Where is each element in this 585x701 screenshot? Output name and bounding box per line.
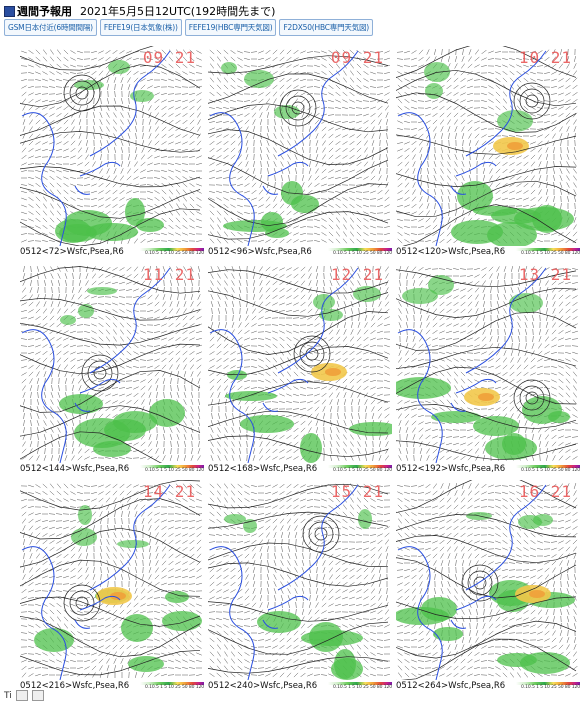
precip-scale: 0.10.5 1 5 10 25 50 80 120 <box>140 465 204 473</box>
precip-scale: 0.10.5 1 5 10 25 50 80 120 <box>328 682 392 690</box>
precip-scale-ticks: 0.10.5 1 5 10 25 50 80 120 <box>521 251 580 256</box>
panel-caption-row: 0512<96>Wsfc,Psea,R6 0.10.5 1 5 10 25 50 … <box>208 247 392 257</box>
valid-date-stamp: 11 21 <box>143 265 196 284</box>
valid-date-stamp: 14 21 <box>143 482 196 501</box>
panel-caption: 0512<168>Wsfc,Psea,R6 <box>208 464 317 474</box>
precip-scale: 0.10.5 1 5 10 25 50 80 120 <box>516 682 580 690</box>
weather-map: 09 21 <box>208 46 392 246</box>
precip-scale-ticks: 0.10.5 1 5 10 25 50 80 120 <box>521 468 580 473</box>
panel-caption: 0512<240>Wsfc,Psea,R6 <box>208 681 317 691</box>
valid-date-stamp: 12 21 <box>331 265 384 284</box>
precip-scale: 0.10.5 1 5 10 25 50 80 120 <box>140 682 204 690</box>
checkbox-icon[interactable] <box>32 690 44 701</box>
forecast-panel[interactable]: 13 21 0512<192>Wsfc,Psea,R6 0.10.5 1 5 10 … <box>396 263 580 475</box>
precip-scale-ticks: 0.10.5 1 5 10 25 50 80 120 <box>145 468 204 473</box>
forecast-panel[interactable]: 16 21 0512<264>Wsfc,Psea,R6 0.10.5 1 5 10 … <box>396 480 580 692</box>
weather-map: 13 21 <box>396 263 580 463</box>
panel-caption-row: 0512<168>Wsfc,Psea,R6 0.10.5 1 5 10 25 50… <box>208 464 392 474</box>
valid-date-stamp: 10 21 <box>519 48 572 67</box>
checkbox-icon[interactable] <box>16 690 28 701</box>
precip-scale: 0.10.5 1 5 10 25 50 80 120 <box>328 248 392 256</box>
weather-map: 15 21 <box>208 480 392 680</box>
precip-scale-ticks: 0.10.5 1 5 10 25 50 80 120 <box>333 468 392 473</box>
forecast-panel[interactable]: 15 21 0512<240>Wsfc,Psea,R6 0.10.5 1 5 10 … <box>208 480 392 692</box>
panel-caption-row: 0512<120>Wsfc,Psea,R6 0.10.5 1 5 10 25 50… <box>396 247 580 257</box>
panel-caption-row: 0512<240>Wsfc,Psea,R6 0.10.5 1 5 10 25 50… <box>208 681 392 691</box>
weather-map: 16 21 <box>396 480 580 680</box>
forecast-panel[interactable]: 11 21 0512<144>Wsfc,Psea,R6 0.10.5 1 5 10 … <box>20 263 204 475</box>
weather-map: 09 21 <box>20 46 204 246</box>
valid-date-stamp: 13 21 <box>519 265 572 284</box>
footer: Ti <box>4 690 44 701</box>
panel-caption-row: 0512<72>Wsfc,Psea,R6 0.10.5 1 5 10 25 50 … <box>20 247 204 257</box>
panel-caption: 0512<192>Wsfc,Psea,R6 <box>396 464 505 474</box>
panel-caption-row: 0512<264>Wsfc,Psea,R6 0.10.5 1 5 10 25 50… <box>396 681 580 691</box>
weather-map: 12 21 <box>208 263 392 463</box>
precip-scale-ticks: 0.10.5 1 5 10 25 50 80 120 <box>333 685 392 690</box>
weather-map: 11 21 <box>20 263 204 463</box>
weather-map: 14 21 <box>20 480 204 680</box>
precip-scale: 0.10.5 1 5 10 25 50 80 120 <box>140 248 204 256</box>
forecast-panel[interactable]: 09 21 0512<96>Wsfc,Psea,R6 0.10.5 1 5 10 2… <box>208 46 392 258</box>
forecast-panel[interactable]: 12 21 0512<168>Wsfc,Psea,R6 0.10.5 1 5 10 … <box>208 263 392 475</box>
panel-caption: 0512<144>Wsfc,Psea,R6 <box>20 464 129 474</box>
precip-scale: 0.10.5 1 5 10 25 50 80 120 <box>328 465 392 473</box>
precip-scale: 0.10.5 1 5 10 25 50 80 120 <box>516 248 580 256</box>
panel-caption: 0512<96>Wsfc,Psea,R6 <box>208 247 312 257</box>
panel-caption-row: 0512<144>Wsfc,Psea,R6 0.10.5 1 5 10 25 50… <box>20 464 204 474</box>
footer-label: Ti <box>4 691 12 701</box>
valid-date-stamp: 09 21 <box>331 48 384 67</box>
precip-scale-ticks: 0.10.5 1 5 10 25 50 80 120 <box>333 251 392 256</box>
weather-map: 10 21 <box>396 46 580 246</box>
valid-date-stamp: 09 21 <box>143 48 196 67</box>
panel-caption: 0512<264>Wsfc,Psea,R6 <box>396 681 505 691</box>
forecast-panel[interactable]: 09 21 0512<72>Wsfc,Psea,R6 0.10.5 1 5 10 2… <box>20 46 204 258</box>
panel-caption: 0512<72>Wsfc,Psea,R6 <box>20 247 124 257</box>
panel-caption-row: 0512<192>Wsfc,Psea,R6 0.10.5 1 5 10 25 50… <box>396 464 580 474</box>
precip-scale-ticks: 0.10.5 1 5 10 25 50 80 120 <box>521 685 580 690</box>
precip-scale: 0.10.5 1 5 10 25 50 80 120 <box>516 465 580 473</box>
valid-date-stamp: 16 21 <box>519 482 572 501</box>
precip-scale-ticks: 0.10.5 1 5 10 25 50 80 120 <box>145 251 204 256</box>
valid-date-stamp: 15 21 <box>331 482 384 501</box>
forecast-panel[interactable]: 10 21 0512<120>Wsfc,Psea,R6 0.10.5 1 5 10 … <box>396 46 580 258</box>
panel-caption: 0512<120>Wsfc,Psea,R6 <box>396 247 505 257</box>
precip-scale-ticks: 0.10.5 1 5 10 25 50 80 120 <box>145 685 204 690</box>
